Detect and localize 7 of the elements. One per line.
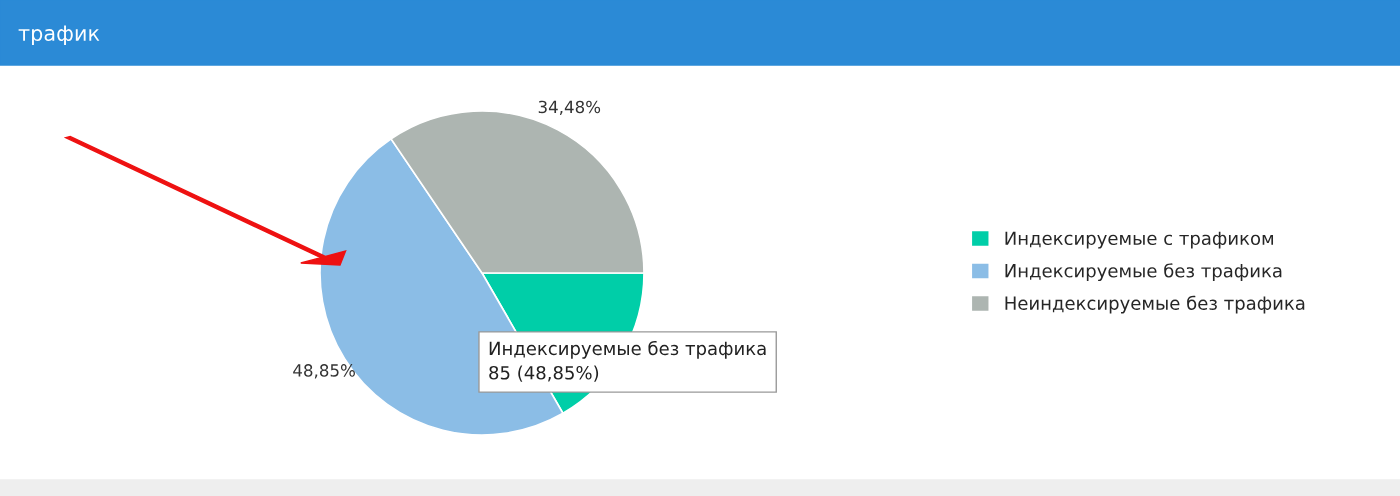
data-label: 48,85% — [293, 364, 355, 379]
data-label: 34,48% — [538, 100, 601, 115]
legend-label: Индексируемые с трафиком — [1005, 231, 1274, 249]
text: Индексируемые без трафика 85 (48,85%) — [489, 340, 766, 382]
legend-label: Индексируемые без трафика — [1005, 263, 1282, 282]
text: трафик — [18, 25, 100, 46]
legend-label: Неиндексируемые без трафика — [1005, 295, 1305, 314]
